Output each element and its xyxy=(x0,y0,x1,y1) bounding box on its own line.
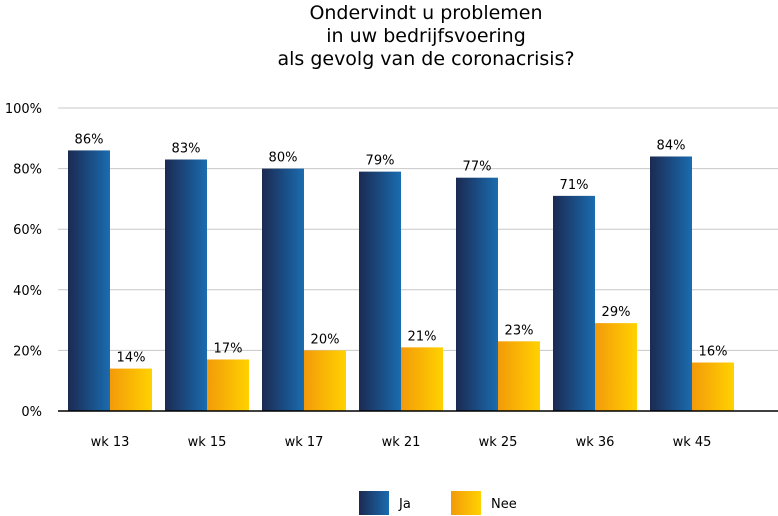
bar-nee-wk-17 xyxy=(304,350,346,411)
data-label-nee: 29% xyxy=(602,305,631,320)
data-label-nee: 14% xyxy=(117,351,146,366)
y-tick-label: 20% xyxy=(13,344,42,359)
x-tick-label: wk 21 xyxy=(382,435,421,450)
chart-title-line-1: Ondervindt u problemen xyxy=(309,2,542,24)
chart-title: Ondervindt u problemen in uw bedrijfsvoe… xyxy=(277,2,574,70)
x-tick-label: wk 45 xyxy=(673,435,712,450)
bar-nee-wk-21 xyxy=(401,347,443,411)
data-label-nee: 21% xyxy=(408,329,437,344)
legend: Ja Nee xyxy=(359,491,517,515)
bar-ja-wk-25 xyxy=(456,177,498,411)
bar-ja-wk-21 xyxy=(359,171,401,411)
x-tick-label: wk 17 xyxy=(285,435,324,450)
y-tick-label: 80% xyxy=(13,163,42,178)
y-axis-tick-labels: 0% 20% 40% 60% 80% 100% xyxy=(5,102,42,420)
chart-title-line-3: als gevolg van de coronacrisis? xyxy=(277,48,574,70)
x-tick-label: wk 36 xyxy=(576,435,615,450)
bar-nee-wk-45 xyxy=(692,362,734,411)
bar-nee-wk-25 xyxy=(498,341,540,411)
x-tick-label: wk 25 xyxy=(479,435,518,450)
y-tick-label: 60% xyxy=(13,223,42,238)
bar-nee-wk-36 xyxy=(595,323,637,411)
bar-ja-wk-36 xyxy=(553,195,595,411)
x-axis-tick-labels: wk 13 wk 15 wk 17 wk 21 wk 25 wk 36 wk 45 xyxy=(91,435,712,450)
data-label-nee: 17% xyxy=(214,341,243,356)
data-label-ja: 80% xyxy=(269,151,298,166)
bar-ja-wk-17 xyxy=(262,168,304,411)
bar-ja-wk-45 xyxy=(650,156,692,411)
bar-nee-wk-15 xyxy=(207,359,249,411)
data-labels: 86% 14% 83% 17% 80% 20% 79% 21% 77% 23% 71% 29% 84% 1… xyxy=(75,132,728,365)
x-tick-label: wk 13 xyxy=(91,435,130,450)
legend-swatch-ja xyxy=(359,491,389,515)
legend-label-ja: Ja xyxy=(398,497,411,512)
x-tick-label: wk 15 xyxy=(188,435,227,450)
legend-swatch-nee xyxy=(451,491,481,515)
data-label-ja: 86% xyxy=(75,132,104,147)
bars xyxy=(68,150,734,412)
chart-title-line-2: in uw bedrijfsvoering xyxy=(326,25,526,47)
data-label-nee: 20% xyxy=(311,332,340,347)
data-label-ja: 71% xyxy=(560,178,589,193)
bar-nee-wk-13 xyxy=(110,368,152,411)
data-label-nee: 23% xyxy=(505,323,534,338)
legend-label-nee: Nee xyxy=(491,497,517,512)
data-label-ja: 83% xyxy=(172,142,201,157)
data-label-ja: 79% xyxy=(366,154,395,169)
data-label-nee: 16% xyxy=(699,345,728,360)
y-tick-label: 40% xyxy=(13,284,42,299)
bar-ja-wk-13 xyxy=(68,150,110,412)
y-tick-label: 100% xyxy=(5,102,42,117)
bar-ja-wk-15 xyxy=(165,159,207,411)
y-tick-label: 0% xyxy=(21,405,42,420)
data-label-ja: 84% xyxy=(657,138,686,153)
data-label-ja: 77% xyxy=(463,160,492,175)
